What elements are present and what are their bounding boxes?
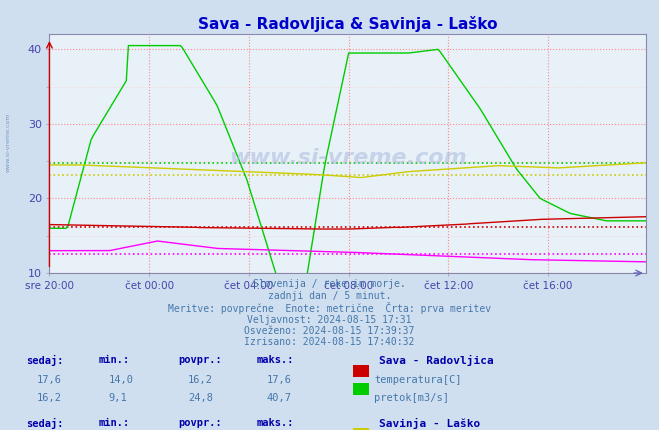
- Text: Veljavnost: 2024-08-15 17:31: Veljavnost: 2024-08-15 17:31: [247, 315, 412, 325]
- Text: 24,8: 24,8: [188, 393, 213, 403]
- Text: 17,6: 17,6: [36, 375, 61, 385]
- Text: min.:: min.:: [99, 418, 130, 428]
- Text: povpr.:: povpr.:: [178, 418, 221, 428]
- Text: povpr.:: povpr.:: [178, 355, 221, 365]
- Text: sedaj:: sedaj:: [26, 418, 64, 430]
- Text: zadnji dan / 5 minut.: zadnji dan / 5 minut.: [268, 291, 391, 301]
- Text: www.si-vreme.com: www.si-vreme.com: [5, 112, 11, 172]
- Text: Slovenija / reke in morje.: Slovenija / reke in morje.: [253, 279, 406, 289]
- Text: 17,6: 17,6: [267, 375, 292, 385]
- Text: 16,2: 16,2: [36, 393, 61, 403]
- Text: maks.:: maks.:: [257, 418, 295, 428]
- Text: maks.:: maks.:: [257, 355, 295, 365]
- Text: 9,1: 9,1: [109, 393, 127, 403]
- Text: Osveženo: 2024-08-15 17:39:37: Osveženo: 2024-08-15 17:39:37: [244, 326, 415, 336]
- Text: Savinja - Laško: Savinja - Laško: [379, 418, 480, 430]
- Text: pretok[m3/s]: pretok[m3/s]: [374, 393, 449, 403]
- Text: Sava - Radovljica: Sava - Radovljica: [379, 355, 494, 366]
- Text: www.si-vreme.com: www.si-vreme.com: [229, 148, 467, 169]
- Text: 40,7: 40,7: [267, 393, 292, 403]
- Text: min.:: min.:: [99, 355, 130, 365]
- Text: 14,0: 14,0: [109, 375, 134, 385]
- Text: 16,2: 16,2: [188, 375, 213, 385]
- Title: Sava - Radovljica & Savinja - Laško: Sava - Radovljica & Savinja - Laško: [198, 16, 498, 32]
- Text: Meritve: povprečne  Enote: metrične  Črta: prva meritev: Meritve: povprečne Enote: metrične Črta:…: [168, 302, 491, 314]
- Text: temperatura[C]: temperatura[C]: [374, 375, 462, 385]
- Text: sedaj:: sedaj:: [26, 355, 64, 366]
- Text: Izrisano: 2024-08-15 17:40:32: Izrisano: 2024-08-15 17:40:32: [244, 337, 415, 347]
